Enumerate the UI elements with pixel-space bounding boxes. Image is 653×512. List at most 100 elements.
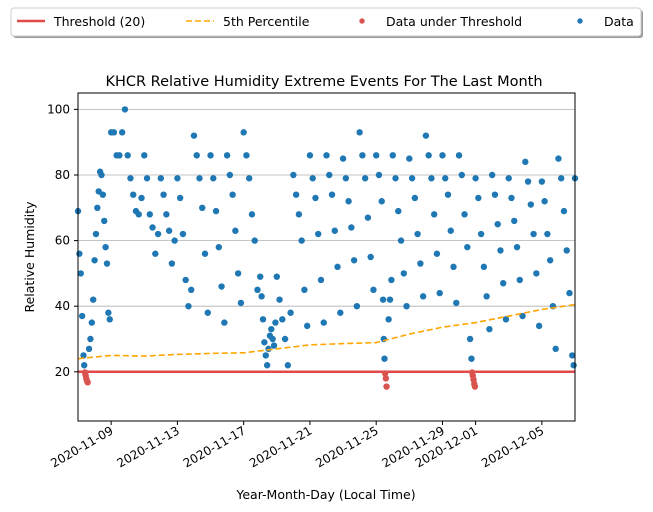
point-data [207, 152, 214, 159]
point-data [395, 207, 402, 215]
point-data [403, 303, 410, 310]
point-data [281, 335, 289, 343]
point-data [127, 175, 134, 182]
point-data [101, 217, 108, 225]
point-data [168, 260, 176, 267]
point-data [234, 270, 242, 277]
point-data [433, 250, 441, 257]
point-data [210, 175, 217, 182]
point-data [221, 319, 228, 326]
point-data [261, 339, 268, 346]
point-data [92, 230, 100, 238]
point-data [406, 155, 413, 162]
point-data [212, 207, 220, 215]
point-data [301, 286, 308, 293]
legend-data-label: Data [604, 14, 634, 29]
point-data [430, 211, 438, 218]
point-data [262, 352, 269, 359]
y-tick-label: 60 [55, 234, 70, 248]
point-data [552, 345, 559, 353]
point-data [263, 362, 271, 369]
point-data [76, 250, 83, 257]
x-tick-label: 2020-11-17 [181, 423, 248, 470]
point-data [378, 198, 385, 205]
point-data [165, 227, 173, 234]
point-data [385, 316, 392, 323]
point-data [78, 312, 86, 320]
point-data [535, 322, 543, 330]
y-axis-title: Relative Humidity [22, 201, 37, 313]
point-data [455, 152, 463, 159]
point-data [388, 276, 395, 284]
point-data [273, 273, 280, 280]
point-data [379, 296, 387, 303]
legend-under-threshold-marker [359, 18, 365, 24]
point-data [373, 152, 380, 159]
point-data [530, 230, 537, 238]
point-data [524, 178, 532, 185]
point-data [350, 257, 358, 264]
point-data [364, 214, 372, 221]
point-data [188, 286, 195, 293]
point-data [488, 171, 496, 179]
point-data [229, 191, 236, 198]
point-data [80, 352, 87, 359]
point-data [483, 293, 490, 300]
point-data [428, 175, 435, 182]
point-data [85, 345, 93, 353]
point-data [272, 319, 279, 326]
point-data [508, 194, 515, 202]
point-data [557, 175, 565, 182]
point-data [298, 237, 305, 244]
x-tick-label: 2020-11-13 [114, 423, 181, 470]
point-data [425, 152, 432, 159]
point-data [538, 178, 546, 185]
point-data [199, 204, 206, 211]
y-tick-label: 20 [55, 365, 70, 379]
point-data [458, 171, 465, 179]
point-data [511, 217, 518, 225]
point-data [279, 316, 286, 323]
point-data [163, 211, 170, 218]
point-data [98, 171, 105, 179]
point-data [570, 362, 577, 369]
legend: Threshold (20) 5th Percentile Data under… [10, 7, 643, 38]
point-data [436, 289, 443, 297]
point-data [400, 270, 408, 277]
legend-percentile-label: 5th Percentile [223, 14, 310, 29]
point-data [370, 286, 377, 293]
point-data [176, 194, 184, 202]
point-data [77, 270, 84, 277]
point-data [204, 309, 211, 316]
point-data [337, 309, 344, 316]
point-data [475, 194, 482, 202]
point-data [89, 296, 97, 303]
point-data [560, 207, 568, 215]
point-data [103, 260, 111, 267]
point-data [497, 247, 504, 254]
point-data [348, 224, 355, 231]
point-data [472, 175, 479, 182]
point-data [502, 316, 510, 323]
point-data [411, 194, 419, 202]
point-data [91, 257, 98, 264]
point-data [414, 230, 421, 238]
point-data [328, 191, 336, 198]
point-data [544, 230, 551, 238]
x-tick-label: 2020-11-21 [247, 423, 314, 470]
point-data [259, 316, 267, 323]
point-data [240, 129, 247, 136]
point-data [453, 299, 460, 307]
point-data [135, 211, 142, 218]
point-data [381, 355, 388, 362]
point-data [146, 211, 153, 218]
point-data [566, 289, 573, 297]
point-data [513, 243, 521, 251]
point-data [218, 283, 225, 290]
point-data [422, 132, 430, 139]
point-data [268, 325, 275, 333]
point-data [408, 175, 416, 182]
point-data [174, 175, 181, 182]
point-data [152, 250, 159, 257]
point-data [447, 227, 454, 234]
